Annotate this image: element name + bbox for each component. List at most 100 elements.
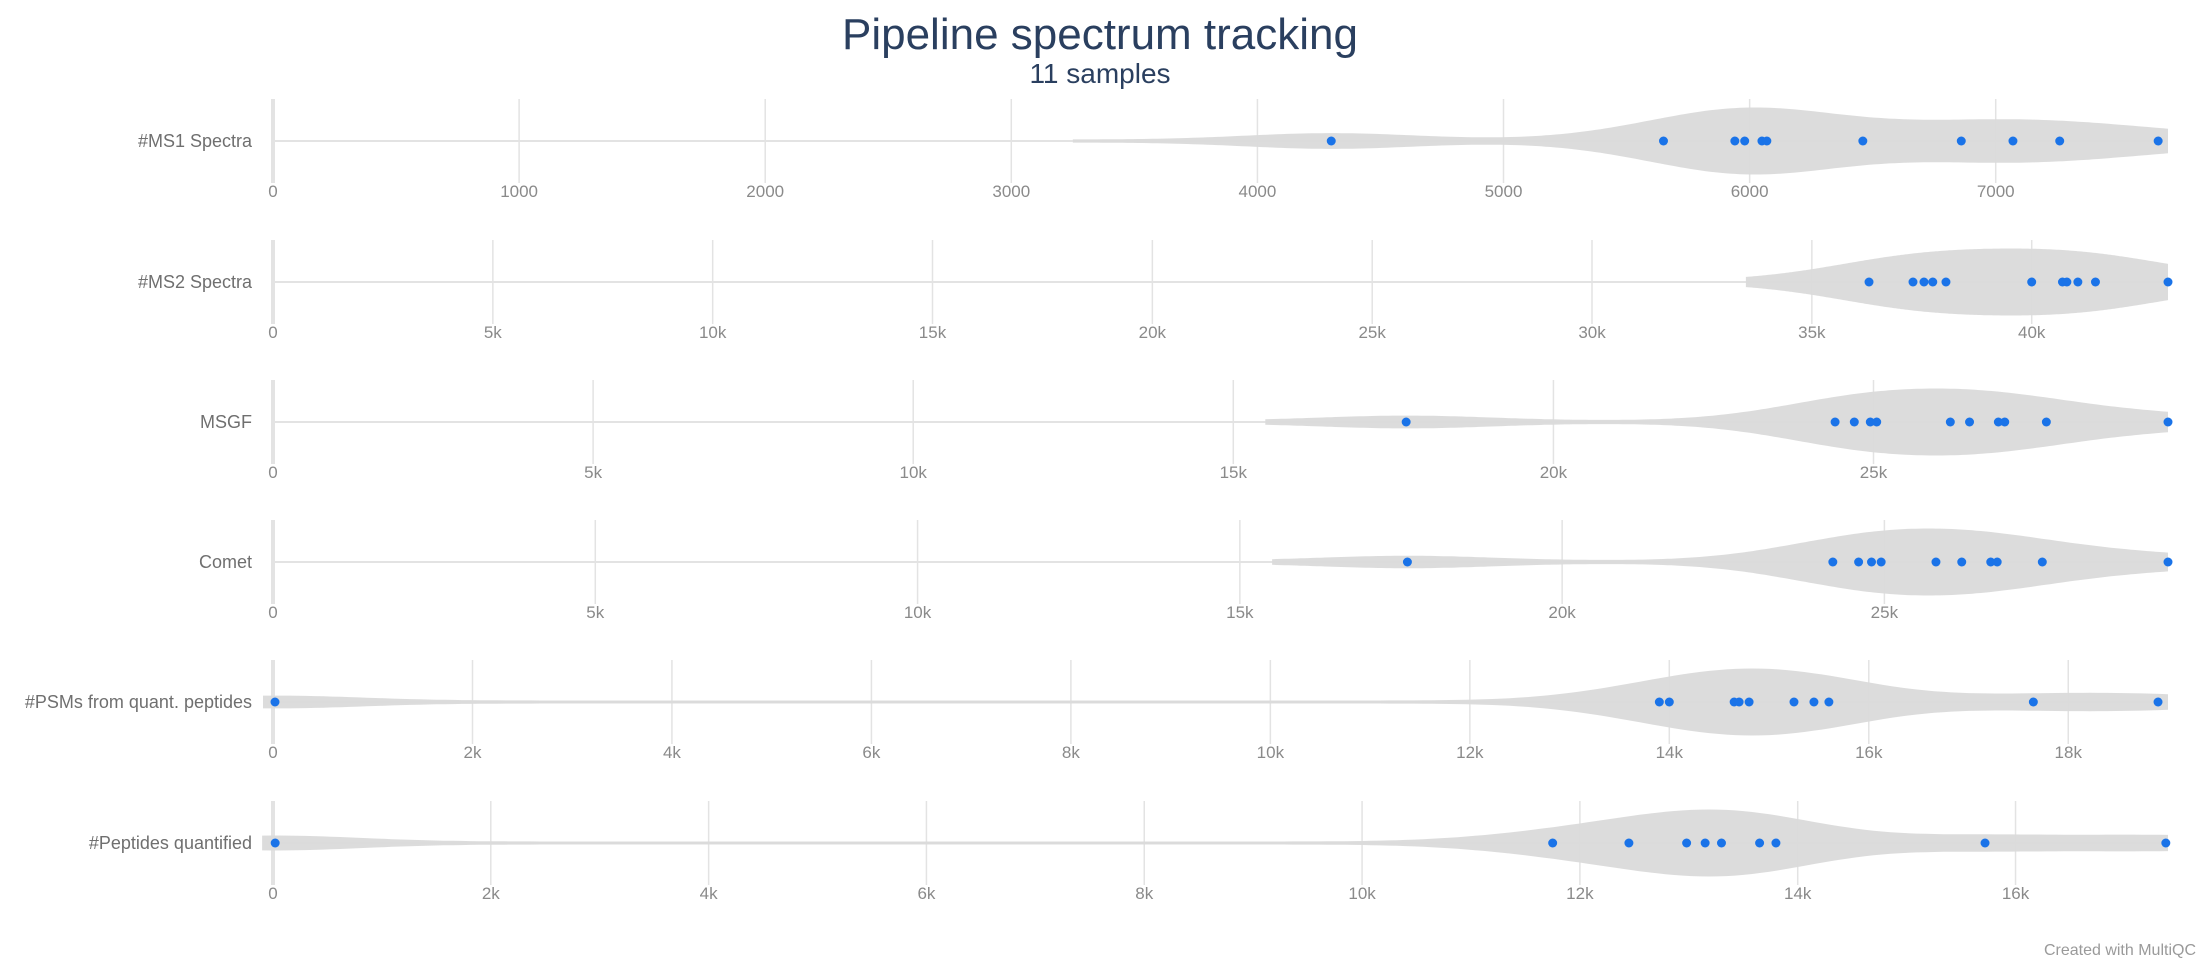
data-point	[1849, 417, 1859, 427]
tick-label: 0	[268, 603, 277, 622]
data-point	[1771, 838, 1781, 848]
row-label: #PSMs from quant. peptides	[25, 692, 252, 712]
data-point	[2008, 136, 2018, 146]
violin-shape	[1072, 107, 2168, 175]
row-label: #MS2 Spectra	[138, 272, 253, 292]
data-point	[2055, 136, 2065, 146]
row-label: MSGF	[200, 412, 252, 432]
data-point	[1872, 417, 1882, 427]
tick-label: 8k	[1135, 884, 1153, 903]
violin-shape	[1265, 388, 2168, 456]
row-label: Comet	[199, 552, 252, 572]
chart-title: Pipeline spectrum tracking	[841, 10, 1358, 59]
data-point	[1326, 136, 1336, 146]
data-point	[1919, 277, 1929, 287]
violin-row: Comet 0 5k 10k 15k 20k 25k	[199, 520, 2173, 622]
tick-label: 0	[268, 182, 277, 201]
data-point	[2163, 417, 2173, 427]
data-point	[2153, 697, 2163, 707]
data-point	[1740, 136, 1750, 146]
tick-label: 30k	[1578, 323, 1606, 342]
tick-label: 6k	[862, 743, 880, 762]
violin-shape	[1272, 528, 2168, 596]
data-point	[1965, 417, 1975, 427]
tick-label: 20k	[1548, 603, 1576, 622]
tick-label: 0	[268, 463, 277, 482]
tick-label: 2000	[746, 182, 784, 201]
violin-shape	[263, 668, 2168, 736]
data-point	[1986, 557, 1996, 567]
tick-label: 0	[268, 323, 277, 342]
tick-label: 2k	[463, 743, 481, 762]
tick-label: 2k	[482, 884, 500, 903]
data-point	[1945, 417, 1955, 427]
tick-label: 20k	[1540, 463, 1568, 482]
data-point	[2062, 277, 2072, 287]
data-point	[1548, 838, 1558, 848]
tick-label: 6k	[917, 884, 935, 903]
data-point	[1864, 277, 1874, 287]
violin-row: #PSMs from quant. peptides 0 2k 4k 6k 8k 10k 12…	[25, 660, 2168, 762]
data-point	[1809, 697, 1819, 707]
tick-label: 7000	[1977, 182, 2015, 201]
violin-row: MSGF 0 5k 10k 15k 20k 25k	[200, 380, 2173, 482]
data-point	[2163, 277, 2173, 287]
chart-subtitle: 11 samples	[1029, 58, 1171, 89]
tick-label: 6000	[1731, 182, 1769, 201]
data-point	[2073, 277, 2083, 287]
tick-label: 12k	[1456, 743, 1484, 762]
tick-label: 5k	[484, 323, 502, 342]
data-point	[1658, 136, 1668, 146]
data-point	[1824, 697, 1834, 707]
tick-label: 8k	[1062, 743, 1080, 762]
data-point	[2153, 136, 2163, 146]
tick-label: 5k	[584, 463, 602, 482]
data-point	[1654, 697, 1664, 707]
data-point	[1876, 557, 1886, 567]
data-point	[1854, 557, 1864, 567]
tick-label: 12k	[1566, 884, 1594, 903]
tick-label: 14k	[1784, 884, 1812, 903]
data-point	[1762, 136, 1772, 146]
data-point	[1867, 557, 1877, 567]
violin-row: #MS1 Spectra 0 1000 2000 3000 4000 5000 6000 700…	[138, 99, 2168, 201]
tick-label: 40k	[2018, 323, 2046, 342]
data-point	[1931, 557, 1941, 567]
data-point	[2028, 697, 2038, 707]
data-point	[1828, 557, 1838, 567]
tick-label: 15k	[1226, 603, 1254, 622]
data-point	[1865, 417, 1875, 427]
data-point	[1908, 277, 1918, 287]
tick-label: 4000	[1239, 182, 1277, 201]
tick-label: 1000	[500, 182, 538, 201]
data-point	[270, 697, 280, 707]
data-point	[1682, 838, 1692, 848]
data-point	[2000, 417, 2010, 427]
tick-label: 25k	[1871, 603, 1899, 622]
data-point	[270, 838, 280, 848]
violin-row: #MS2 Spectra 0 5k 10k 15k 20k 25k 30k 35k 40k	[138, 240, 2173, 342]
violin-shape	[1745, 248, 2168, 316]
tick-label: 15k	[919, 323, 947, 342]
multiqc-credit[interactable]: Created with MultiQC	[2043, 942, 2196, 959]
data-point	[1624, 838, 1634, 848]
data-point	[1700, 838, 1710, 848]
data-point	[1928, 277, 1938, 287]
data-point	[1755, 838, 1765, 848]
tick-label: 20k	[1139, 323, 1167, 342]
violin-shape	[262, 809, 2169, 877]
tick-label: 10k	[899, 463, 927, 482]
data-point	[1402, 557, 1412, 567]
data-point	[1744, 697, 1754, 707]
tick-label: 4k	[700, 884, 718, 903]
tick-label: 16k	[2002, 884, 2030, 903]
tick-label: 5000	[1485, 182, 1523, 201]
data-point	[1992, 557, 2002, 567]
data-point	[1716, 838, 1726, 848]
tick-label: 16k	[1855, 743, 1883, 762]
row-label: #MS1 Spectra	[138, 131, 253, 151]
tick-label: 10k	[904, 603, 932, 622]
data-point	[1957, 557, 1967, 567]
data-point	[2027, 277, 2037, 287]
